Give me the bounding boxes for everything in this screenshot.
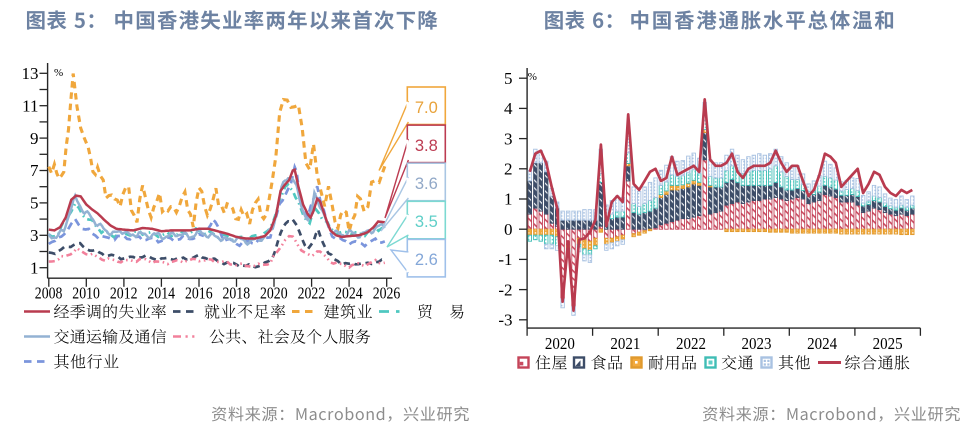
svg-text:2020: 2020 <box>545 334 575 353</box>
svg-text:%: % <box>528 71 537 83</box>
svg-text:2022: 2022 <box>298 283 326 302</box>
svg-text:2022: 2022 <box>676 334 706 353</box>
svg-text:3.8: 3.8 <box>415 137 438 155</box>
svg-text:%: % <box>54 67 63 79</box>
svg-text:-3: -3 <box>498 311 512 330</box>
svg-text:0: 0 <box>504 220 513 239</box>
svg-text:2008: 2008 <box>35 283 63 302</box>
svg-text:3: 3 <box>30 226 39 245</box>
svg-text:2025: 2025 <box>873 334 903 353</box>
svg-text:9: 9 <box>30 129 39 148</box>
svg-text:2: 2 <box>504 160 513 179</box>
svg-text:7: 7 <box>30 161 39 180</box>
svg-text:2018: 2018 <box>223 283 251 302</box>
svg-text:2.6: 2.6 <box>415 251 438 269</box>
svg-text:1: 1 <box>504 190 513 209</box>
svg-text:2024: 2024 <box>807 334 837 353</box>
svg-text:3.6: 3.6 <box>415 175 438 193</box>
svg-text:2023: 2023 <box>742 334 772 353</box>
svg-text:2024: 2024 <box>335 283 363 302</box>
svg-text:-2: -2 <box>498 280 512 299</box>
svg-text:2020: 2020 <box>260 283 288 302</box>
svg-text:2014: 2014 <box>147 283 175 302</box>
svg-text:3.5: 3.5 <box>415 213 438 231</box>
svg-text:3: 3 <box>504 129 513 148</box>
svg-text:2012: 2012 <box>110 283 138 302</box>
svg-text:2010: 2010 <box>72 283 100 302</box>
svg-text:-1: -1 <box>498 250 512 269</box>
svg-text:11: 11 <box>22 96 38 115</box>
svg-text:5: 5 <box>30 194 39 213</box>
svg-text:2021: 2021 <box>610 334 640 353</box>
svg-text:2026: 2026 <box>373 283 401 302</box>
svg-text:1: 1 <box>30 258 39 277</box>
svg-text:4: 4 <box>504 99 513 118</box>
svg-text:7.0: 7.0 <box>415 99 438 117</box>
svg-text:13: 13 <box>22 64 39 83</box>
svg-text:5: 5 <box>504 69 513 88</box>
svg-text:2016: 2016 <box>185 283 213 302</box>
